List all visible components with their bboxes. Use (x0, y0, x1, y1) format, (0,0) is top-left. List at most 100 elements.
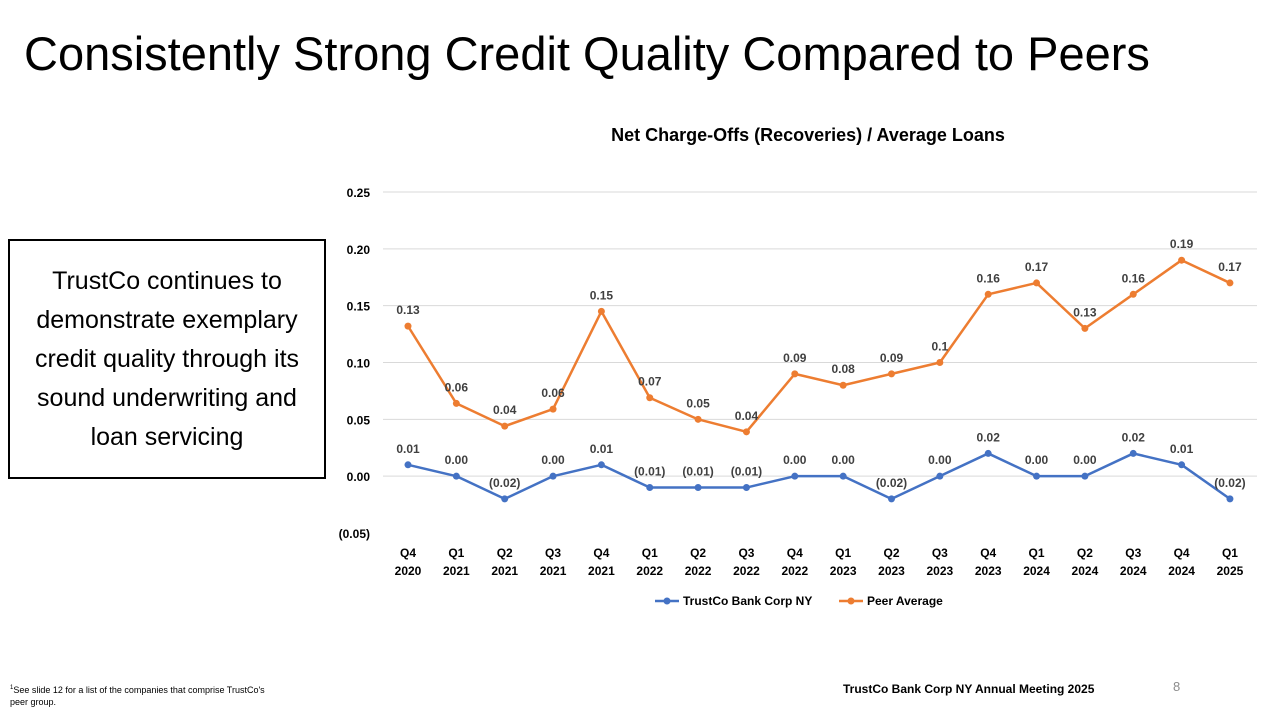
data-point (791, 370, 799, 378)
data-label: 0.16 (1122, 271, 1146, 285)
x-tick-label-quarter: Q4 (980, 546, 996, 560)
data-point (1178, 461, 1186, 469)
x-tick-label-year: 2023 (926, 564, 953, 578)
data-label: 0.00 (783, 453, 807, 467)
x-tick-label-quarter: Q2 (690, 546, 706, 560)
data-label: 0.00 (1073, 453, 1097, 467)
data-point (1033, 472, 1041, 480)
data-label: 0.1 (932, 340, 949, 354)
data-label: 0.09 (783, 351, 807, 365)
data-point (1226, 279, 1234, 287)
data-label: 0.02 (1122, 430, 1146, 444)
data-point (1081, 324, 1089, 332)
data-point (1129, 449, 1137, 457)
data-label: 0.13 (1073, 305, 1097, 319)
x-tick-label-year: 2023 (830, 564, 857, 578)
callout-text: TrustCo continues to demonstrate exempla… (34, 266, 300, 451)
data-point (742, 484, 750, 492)
x-tick-label-quarter: Q4 (787, 546, 803, 560)
data-point (984, 290, 992, 298)
y-axis-ticks: (0.05) 0.00 0.05 0.10 0.15 0.20 0.25 (339, 186, 371, 541)
x-axis-ticks: Q4 2020 Q1 2021 Q2 2021 Q3 2021 Q4 2021 Q1 2022 Q2 20… (395, 546, 1244, 578)
callout-box: TrustCo continues to demonstrate exempla… (8, 239, 326, 479)
data-label: 0.02 (977, 430, 1001, 444)
data-label: (0.02) (876, 476, 907, 490)
data-label: (0.01) (682, 465, 713, 479)
data-label: (0.01) (731, 465, 762, 479)
data-point (1226, 495, 1234, 503)
x-tick-label-quarter: Q1 (448, 546, 464, 560)
legend-label: Peer Average (867, 594, 943, 608)
x-tick-label-quarter: Q2 (497, 546, 513, 560)
footer-meeting-label: TrustCo Bank Corp NY Annual Meeting 2025 (843, 682, 1095, 696)
x-tick-label-quarter: Q4 (400, 546, 416, 560)
data-point (549, 472, 557, 480)
x-tick-label-year: 2022 (685, 564, 712, 578)
x-tick-label-year: 2024 (1120, 564, 1147, 578)
footnote: 1See slide 12 for a list of the companie… (10, 682, 270, 708)
series-lines (404, 256, 1234, 503)
x-tick-label-year: 2021 (443, 564, 470, 578)
x-tick-label-year: 2022 (636, 564, 663, 578)
data-label: (0.02) (489, 476, 520, 490)
data-point (1033, 279, 1041, 287)
data-labels: 0.01 0.00 (0.02) 0.00 0.01 (0.01) (0.01) (0.01)… (396, 237, 1245, 490)
data-label: 0.05 (686, 396, 710, 410)
x-tick-label-quarter: Q3 (1125, 546, 1141, 560)
data-point (936, 472, 944, 480)
data-label: 0.01 (396, 442, 420, 456)
x-tick-label-quarter: Q1 (1222, 546, 1238, 560)
x-tick-label-quarter: Q3 (738, 546, 754, 560)
x-tick-label-year: 2023 (878, 564, 905, 578)
slide-title: Consistently Strong Credit Quality Compa… (24, 27, 1150, 80)
y-tick-label: 0.05 (347, 413, 371, 427)
x-tick-label-quarter: Q3 (932, 546, 948, 560)
data-label: 0.00 (928, 453, 952, 467)
data-label: 0.13 (396, 303, 420, 317)
data-point (742, 428, 750, 436)
x-tick-label-quarter: Q1 (1029, 546, 1045, 560)
data-point (452, 472, 460, 480)
y-tick-label: (0.05) (339, 527, 370, 541)
x-tick-label-year: 2020 (395, 564, 422, 578)
data-label: 0.06 (445, 380, 469, 394)
legend-swatch-marker (663, 597, 671, 605)
gridlines (383, 191, 1257, 477)
x-tick-label-year: 2024 (1072, 564, 1099, 578)
data-label: 0.00 (445, 453, 469, 467)
x-tick-label-year: 2025 (1217, 564, 1244, 578)
data-label: 0.06 (541, 386, 565, 400)
data-label: 0.01 (1170, 442, 1194, 456)
x-tick-label-quarter: Q2 (1077, 546, 1093, 560)
x-tick-label-year: 2024 (1023, 564, 1050, 578)
x-tick-label-year: 2024 (1168, 564, 1195, 578)
y-tick-label: 0.20 (347, 243, 371, 257)
x-tick-label-quarter: Q3 (545, 546, 561, 560)
data-point (597, 461, 605, 469)
data-point (646, 394, 654, 402)
data-label: 0.07 (638, 375, 662, 389)
data-point (452, 399, 460, 407)
data-label: 0.00 (831, 453, 855, 467)
data-label: 0.16 (977, 271, 1001, 285)
data-point (404, 322, 412, 330)
data-point (888, 370, 895, 378)
series-line (407, 452, 1231, 501)
data-point (694, 484, 702, 492)
x-tick-label-year: 2021 (491, 564, 518, 578)
y-tick-label: 0.10 (347, 357, 371, 371)
data-label: 0.08 (831, 362, 855, 376)
data-point (501, 495, 509, 503)
chart-title: Net Charge-Offs (Recoveries) / Average L… (611, 125, 1005, 145)
data-label: (0.01) (634, 465, 665, 479)
data-label: 0.00 (1025, 453, 1049, 467)
x-tick-label-quarter: Q4 (593, 546, 609, 560)
data-point (984, 449, 992, 457)
data-label: 0.04 (735, 409, 759, 423)
x-tick-label-year: 2022 (733, 564, 760, 578)
data-label: (0.02) (1214, 476, 1245, 490)
data-point (936, 359, 944, 366)
data-point (501, 422, 509, 430)
legend-swatch-marker (847, 597, 855, 605)
